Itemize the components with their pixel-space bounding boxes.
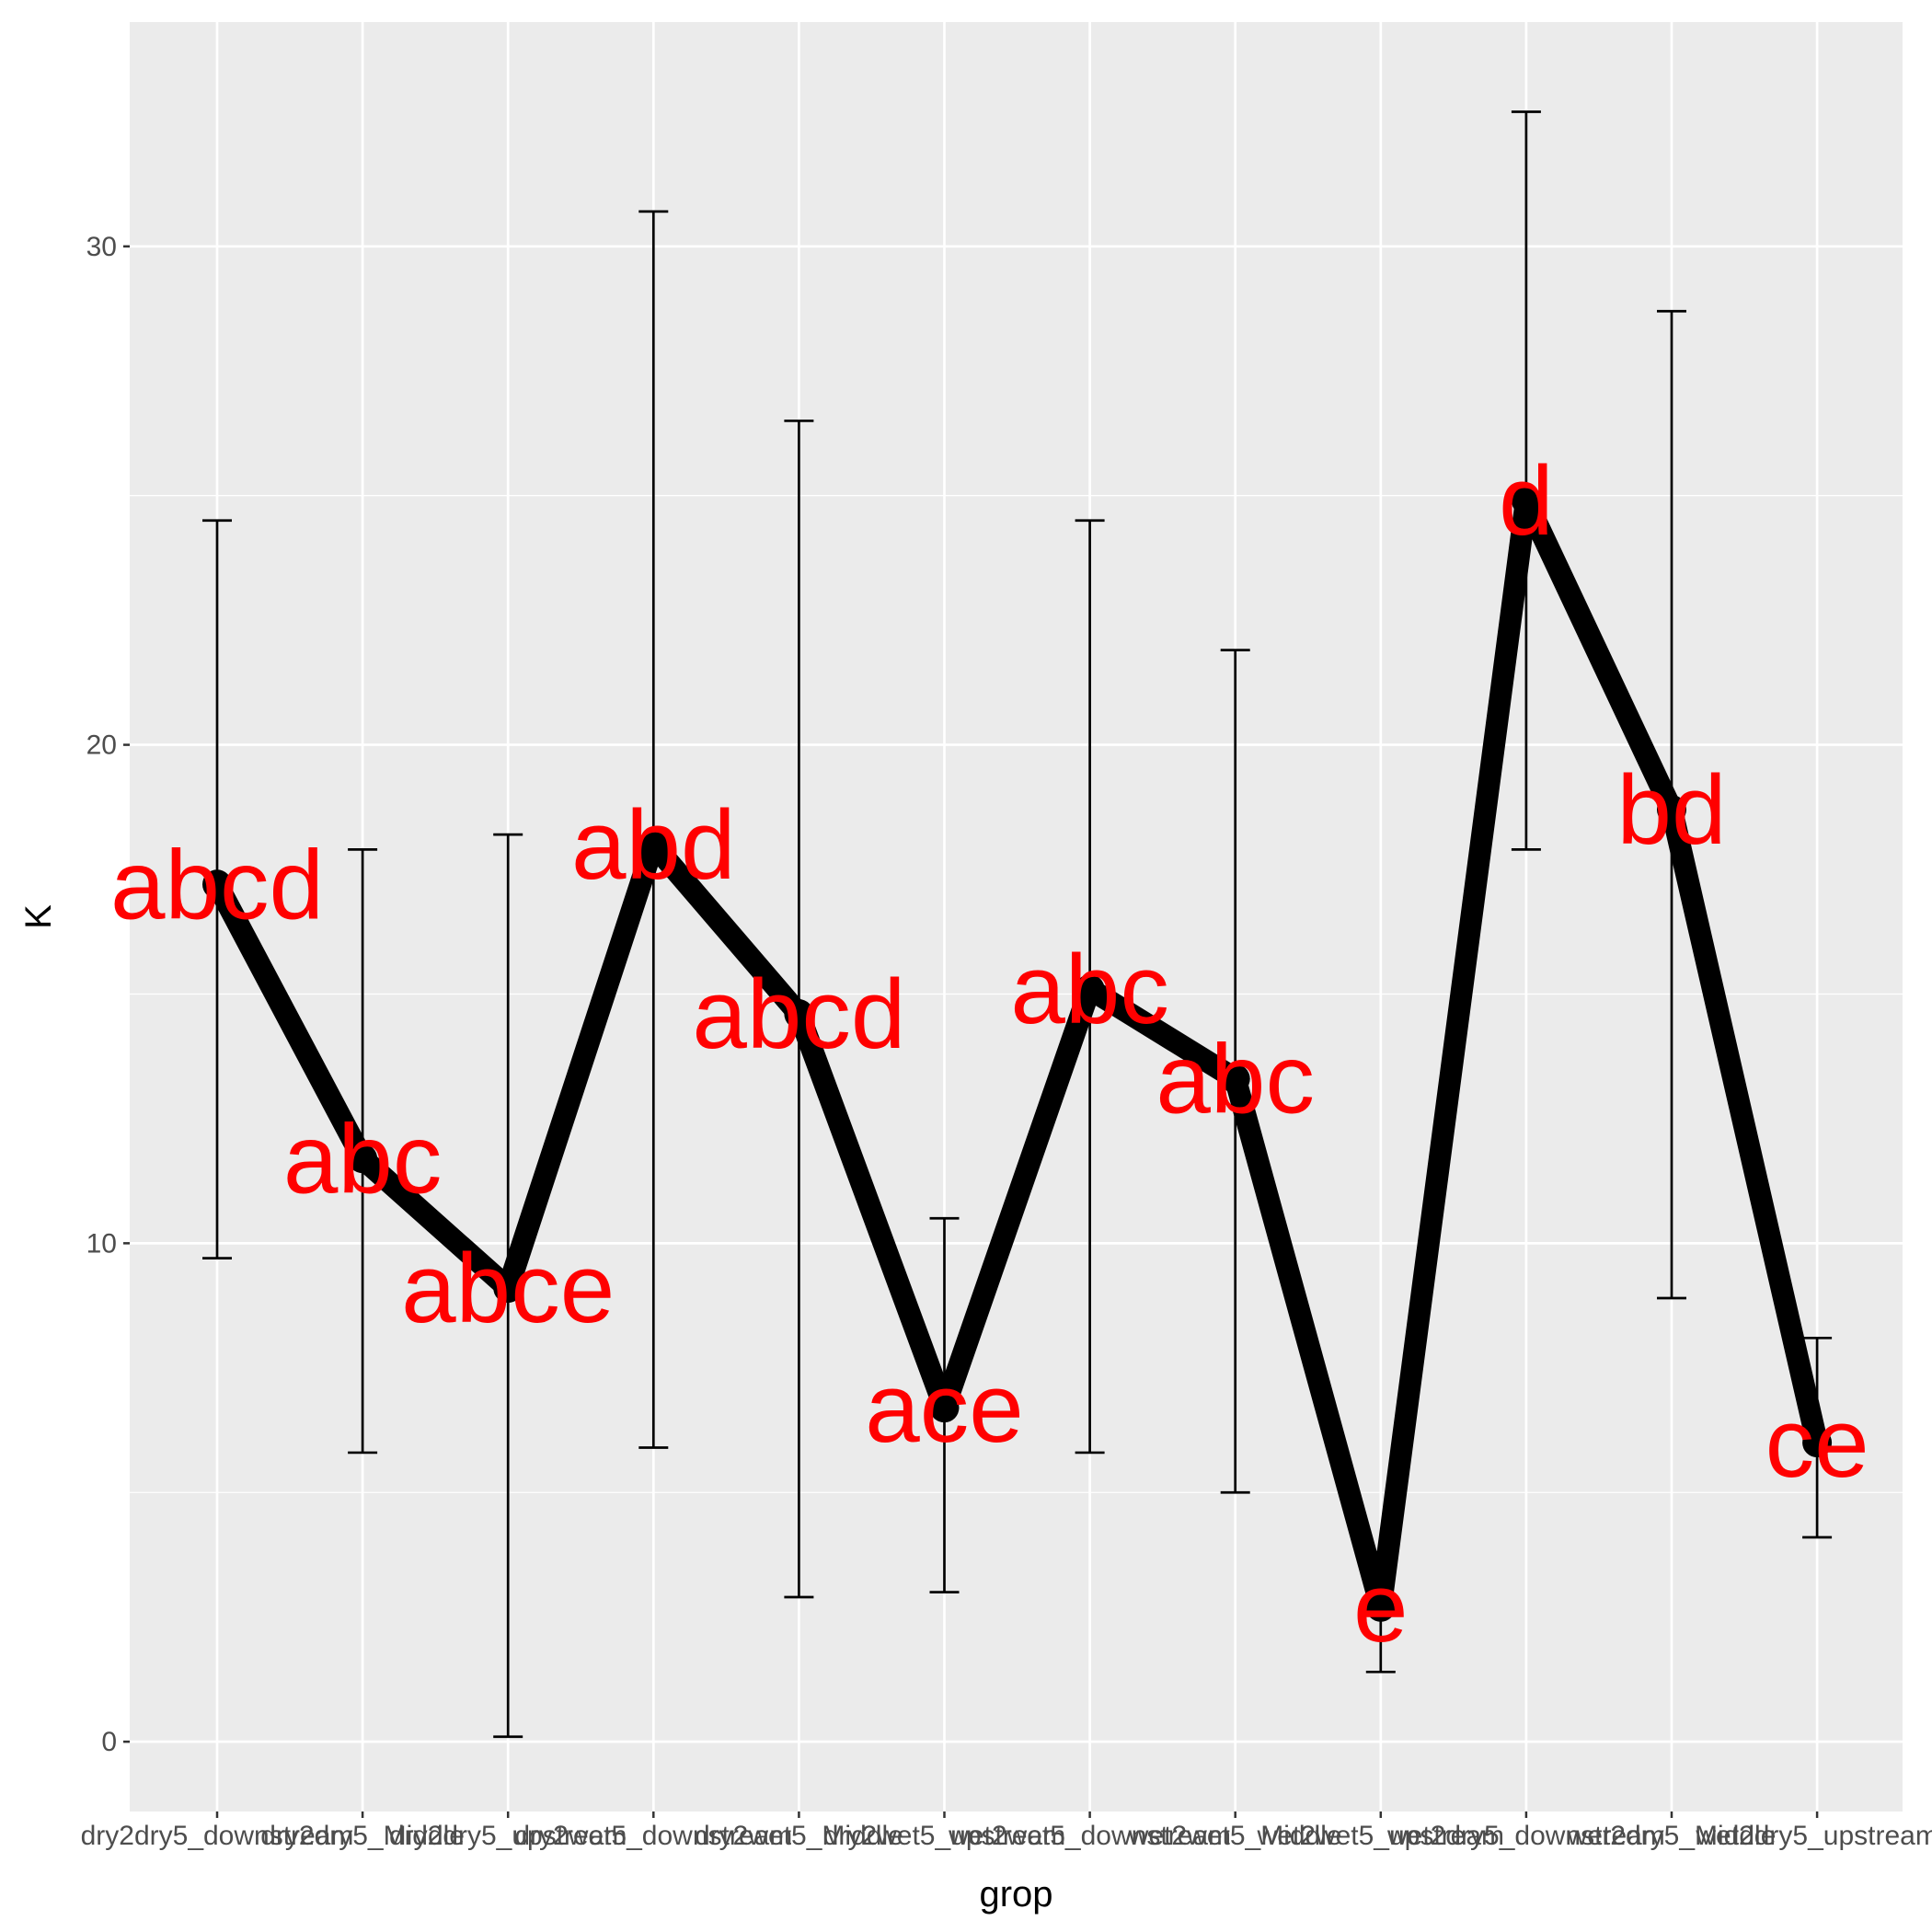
data-point bbox=[1365, 1592, 1396, 1622]
significance-letter: abc bbox=[1010, 934, 1169, 1044]
significance-letter: abc bbox=[1156, 1024, 1315, 1134]
x-tick-label: dry2wet5_upstream bbox=[823, 1821, 1065, 1851]
x-tick-label: wet2dry5_upstream bbox=[1695, 1821, 1932, 1851]
y-axis: 0 10 20 30 bbox=[86, 232, 130, 1757]
y-tick-label: 20 bbox=[86, 730, 117, 761]
error-bar bbox=[638, 210, 669, 1449]
y-tick-label: 10 bbox=[86, 1228, 117, 1259]
significance-letter: abce bbox=[401, 1233, 615, 1343]
significance-letter: d bbox=[1499, 445, 1554, 556]
y-axis-title: K bbox=[18, 904, 59, 929]
error-bar bbox=[1511, 110, 1541, 851]
grid-minor bbox=[130, 495, 1903, 1493]
x-axis: dry2dry5_downstreamdry2dry5_Middledry2dr… bbox=[81, 1811, 1932, 1851]
data-point bbox=[1802, 1428, 1833, 1458]
data-point bbox=[348, 1144, 378, 1174]
x-tick-label: wet2dry5_Middle bbox=[1567, 1821, 1777, 1851]
series-line bbox=[202, 486, 1833, 1622]
data-point bbox=[202, 869, 232, 900]
y-tick-label: 30 bbox=[86, 232, 117, 262]
significance-letter: abc bbox=[283, 1103, 443, 1213]
significance-letter: ace bbox=[865, 1352, 1024, 1463]
x-tick-label: wet2dry5_downstream bbox=[1386, 1821, 1665, 1851]
x-tick-label: wet2wet5_Middle bbox=[1128, 1821, 1342, 1851]
x-axis-title: grop bbox=[979, 1874, 1052, 1915]
data-point bbox=[638, 829, 669, 859]
x-tick-label: dry2dry5_Middle bbox=[260, 1821, 465, 1851]
x-tick-label: dry2dry5_upstream bbox=[389, 1821, 627, 1851]
data-point bbox=[784, 999, 814, 1029]
x-tick-label: dry2dry5_downstream bbox=[81, 1821, 354, 1851]
significance-letter: bd bbox=[1616, 754, 1726, 865]
significance-letter: e bbox=[1353, 1552, 1409, 1662]
data-point bbox=[1511, 486, 1541, 516]
x-tick-label: wet2wet5_upstream bbox=[1257, 1821, 1504, 1851]
x-tick-label: wet2wet5_downstream bbox=[948, 1821, 1231, 1851]
series-path bbox=[207, 489, 1828, 1618]
x-tick-label: dry2wet5_downstream bbox=[514, 1821, 792, 1851]
data-point bbox=[1075, 974, 1105, 1005]
significance-letter: abcd bbox=[110, 829, 324, 939]
data-point bbox=[493, 1273, 523, 1304]
plot-panel bbox=[130, 22, 1903, 1811]
data-point bbox=[1657, 795, 1686, 825]
significance-letter: abcd bbox=[692, 959, 905, 1069]
data-point bbox=[929, 1393, 960, 1423]
data-point bbox=[1220, 1064, 1250, 1094]
significance-letter: abd bbox=[571, 789, 736, 900]
y-tick-label: 0 bbox=[101, 1727, 117, 1757]
x-tick-label: dry2wet5_Middle bbox=[695, 1821, 903, 1851]
significance-letter: ce bbox=[1765, 1387, 1869, 1498]
